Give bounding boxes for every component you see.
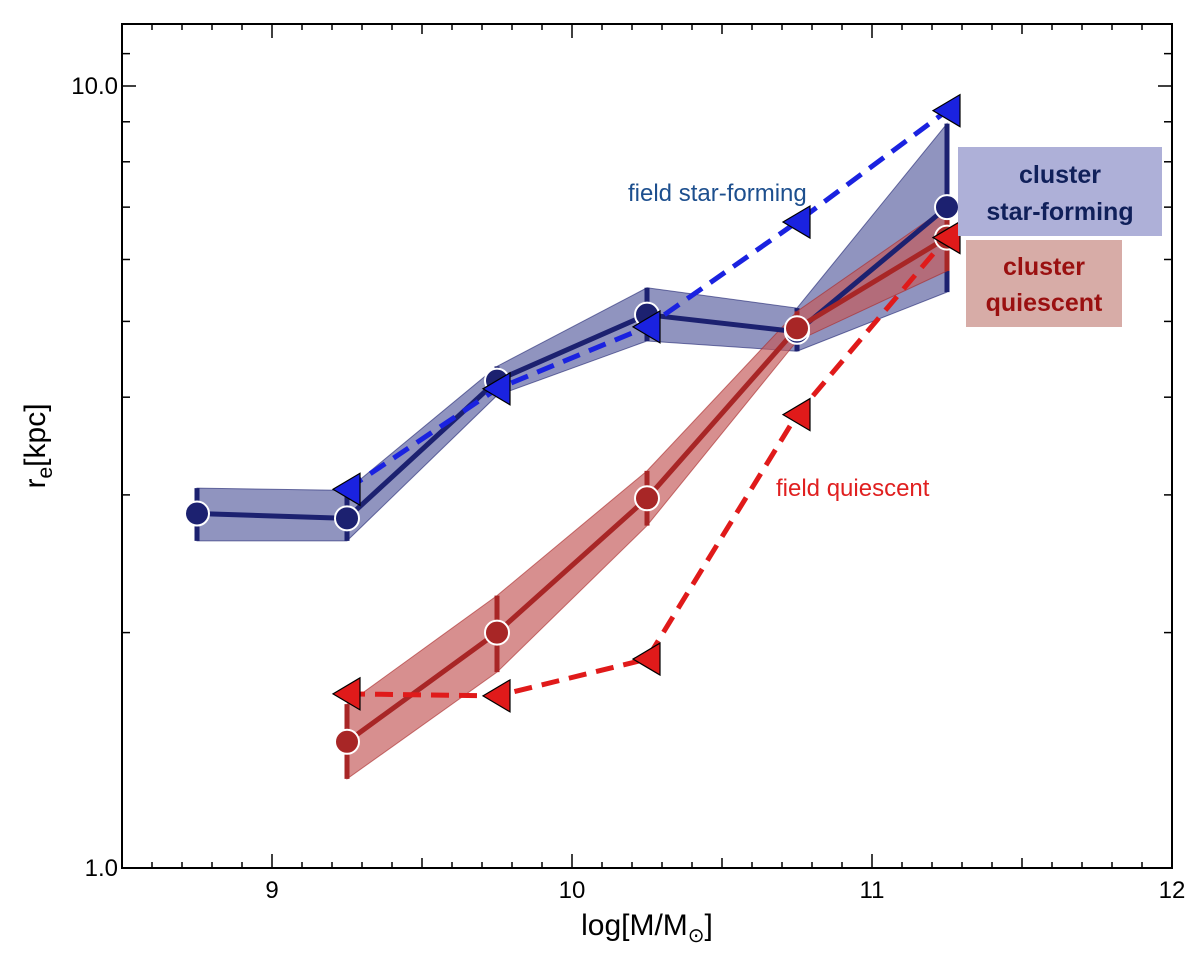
marker-cluster-quiescent-0 — [334, 728, 360, 755]
y-axis-title: re[kpc] — [19, 403, 57, 488]
y-tick-label-1: 10.0 — [71, 73, 118, 100]
annotation-field-quiescent: field quiescent — [776, 475, 930, 502]
x-axis-title: log[M/M⊙] — [581, 909, 713, 947]
series-markers — [184, 93, 961, 755]
annotation-field-star-forming: field star-forming — [628, 180, 807, 207]
marker-field-quiescent-4 — [931, 220, 961, 255]
x-tick-label-10: 10 — [559, 877, 586, 904]
series-lines — [196, 108, 949, 744]
marker-field-quiescent-2 — [631, 642, 661, 677]
marker-cluster-quiescent-2 — [634, 485, 660, 512]
marker-field-star-forming-4 — [931, 93, 961, 128]
marker-cluster-star-forming-0 — [184, 500, 210, 527]
marker-field-star-forming-3 — [781, 204, 811, 240]
marker-field-quiescent-1 — [481, 678, 511, 713]
line-field-quiescent — [346, 235, 949, 699]
confidence-bands — [194, 122, 950, 780]
marker-cluster-quiescent-3 — [784, 315, 810, 342]
x-tick-label-11: 11 — [860, 877, 885, 904]
legend-label-cluster-quiescent-line2: quiescent — [986, 289, 1103, 317]
marker-field-star-forming-1 — [481, 371, 511, 406]
plot-frame — [121, 23, 1173, 869]
legend-label-cluster-star-forming-line2: star-forming — [986, 198, 1133, 226]
marker-field-star-forming-0 — [331, 472, 361, 507]
x-tick-label-9: 9 — [265, 877, 278, 904]
marker-cluster-star-forming-1 — [334, 505, 360, 532]
legend-box-cluster-quiescent — [966, 240, 1122, 327]
marker-cluster-star-forming-5 — [934, 194, 960, 221]
axis-ticks — [121, 23, 1173, 869]
x-tick-label-12: 12 — [1159, 877, 1186, 904]
marker-field-quiescent-0 — [331, 676, 361, 711]
marker-field-star-forming-2 — [631, 309, 661, 344]
y-tick-label-0: 1.0 — [85, 855, 118, 882]
marker-cluster-quiescent-1 — [484, 619, 510, 646]
legend-label-cluster-star-forming-line1: cluster — [1019, 161, 1101, 189]
axis-tick-labels: 9 10 11 12 1.0 10.0 — [71, 73, 1185, 904]
marker-field-quiescent-3 — [781, 397, 811, 432]
legend-box-cluster-star-forming — [958, 147, 1162, 236]
legend-label-cluster-quiescent-line1: cluster — [1003, 253, 1085, 281]
